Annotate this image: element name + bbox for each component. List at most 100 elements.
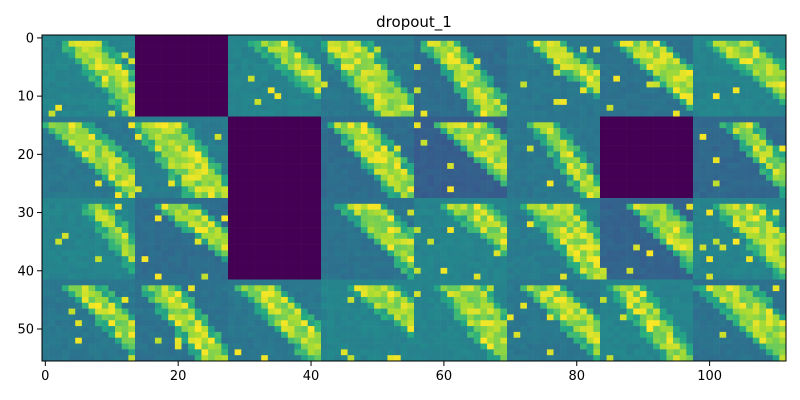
heatmap-cell (367, 133, 375, 141)
heatmap-cell (686, 104, 694, 111)
heatmap-cell (553, 99, 561, 106)
heatmap-cell (673, 198, 681, 205)
feature-map-tile-1-7 (693, 116, 787, 199)
heatmap-cell (101, 157, 109, 164)
heatmap-cell (55, 262, 63, 269)
heatmap-cell (619, 35, 627, 42)
heatmap-cell (467, 232, 475, 240)
heatmap-cell (181, 93, 189, 100)
heatmap-cell (321, 180, 328, 187)
heatmap-cell (453, 87, 461, 94)
heatmap-cell (573, 69, 581, 77)
heatmap-cell (646, 238, 654, 245)
heatmap-cell (553, 203, 561, 210)
heatmap-cell (580, 133, 588, 141)
heatmap-cell (135, 267, 142, 274)
heatmap-cell (181, 227, 189, 234)
heatmap-cell (580, 75, 588, 82)
heatmap-cell (354, 244, 362, 251)
heatmap-cell (48, 267, 56, 274)
heatmap-cell (732, 250, 740, 257)
heatmap-cell (487, 133, 495, 141)
heatmap-cell (507, 99, 514, 106)
heatmap-cell (42, 232, 49, 240)
heatmap-cell (55, 40, 63, 47)
heatmap-cell (380, 122, 388, 129)
heatmap-cell (321, 93, 328, 100)
heatmap-cell (400, 58, 408, 65)
heatmap-cell (61, 174, 69, 181)
heatmap-cell (367, 203, 375, 210)
heatmap-cell (679, 180, 687, 187)
heatmap-cell (732, 203, 740, 210)
heatmap-cell (354, 122, 362, 129)
heatmap-cell (447, 139, 455, 146)
heatmap-cell (314, 256, 322, 263)
heatmap-cell (613, 81, 621, 88)
heatmap-cell (115, 221, 123, 228)
heatmap-cell (241, 93, 249, 100)
heatmap-cell (141, 128, 149, 135)
heatmap-cell (334, 250, 342, 257)
heatmap-cell (526, 198, 534, 205)
heatmap-cell (234, 151, 242, 158)
heatmap-cell (726, 151, 734, 158)
heatmap-cell (739, 93, 747, 100)
heatmap-cell (161, 52, 169, 59)
heatmap-cell (540, 262, 548, 269)
heatmap-cell (81, 157, 89, 164)
heatmap-cell (746, 174, 754, 181)
heatmap-cell (566, 133, 574, 141)
heatmap-cell (639, 203, 647, 210)
heatmap-cell (321, 244, 328, 251)
heatmap-cell (606, 163, 614, 170)
heatmap-cell (507, 64, 514, 71)
heatmap-cell (400, 145, 408, 152)
heatmap-cell (101, 180, 109, 187)
heatmap-cell (267, 244, 275, 251)
heatmap-cell (447, 198, 455, 205)
heatmap-cell (766, 104, 774, 111)
heatmap-cell (633, 192, 641, 199)
heatmap-cell (387, 174, 395, 181)
heatmap-cell (752, 139, 760, 146)
heatmap-cell (208, 163, 216, 170)
heatmap-cell (61, 232, 69, 240)
heatmap-cell (61, 35, 69, 42)
heatmap-cell (254, 81, 262, 88)
heatmap-cell (81, 337, 89, 344)
heatmap-cell (633, 203, 641, 210)
heatmap-cell (706, 238, 714, 245)
heatmap-cell (101, 308, 109, 315)
heatmap-cell (254, 139, 262, 146)
heatmap-cell (500, 250, 508, 257)
heatmap-cell (560, 35, 568, 42)
heatmap-cell (374, 145, 382, 152)
heatmap-cell (81, 52, 89, 59)
heatmap-cell (108, 291, 116, 298)
heatmap-cell (380, 40, 388, 47)
heatmap-cell (214, 244, 222, 251)
heatmap-cell (208, 64, 216, 71)
heatmap-cell (181, 151, 189, 158)
heatmap-cell (95, 232, 103, 240)
heatmap-cell (447, 133, 455, 141)
heatmap-cell (241, 110, 249, 117)
heatmap-cell (174, 128, 182, 135)
heatmap-cell (427, 203, 435, 210)
heatmap-cell (241, 87, 249, 94)
heatmap-cell (347, 180, 355, 187)
heatmap-cell (121, 285, 129, 292)
heatmap-cell (188, 128, 196, 135)
heatmap-cell (188, 186, 196, 193)
feature-map-tile-1-1 (135, 116, 229, 199)
heatmap-cell (81, 186, 89, 193)
heatmap-cell (307, 69, 315, 77)
heatmap-cell (500, 186, 508, 193)
heatmap-cell (254, 99, 262, 106)
heatmap-cell (493, 46, 501, 53)
heatmap-cell (267, 174, 275, 181)
heatmap-cell (367, 64, 375, 71)
heatmap-cell (394, 128, 402, 135)
heatmap-cell (639, 122, 647, 129)
